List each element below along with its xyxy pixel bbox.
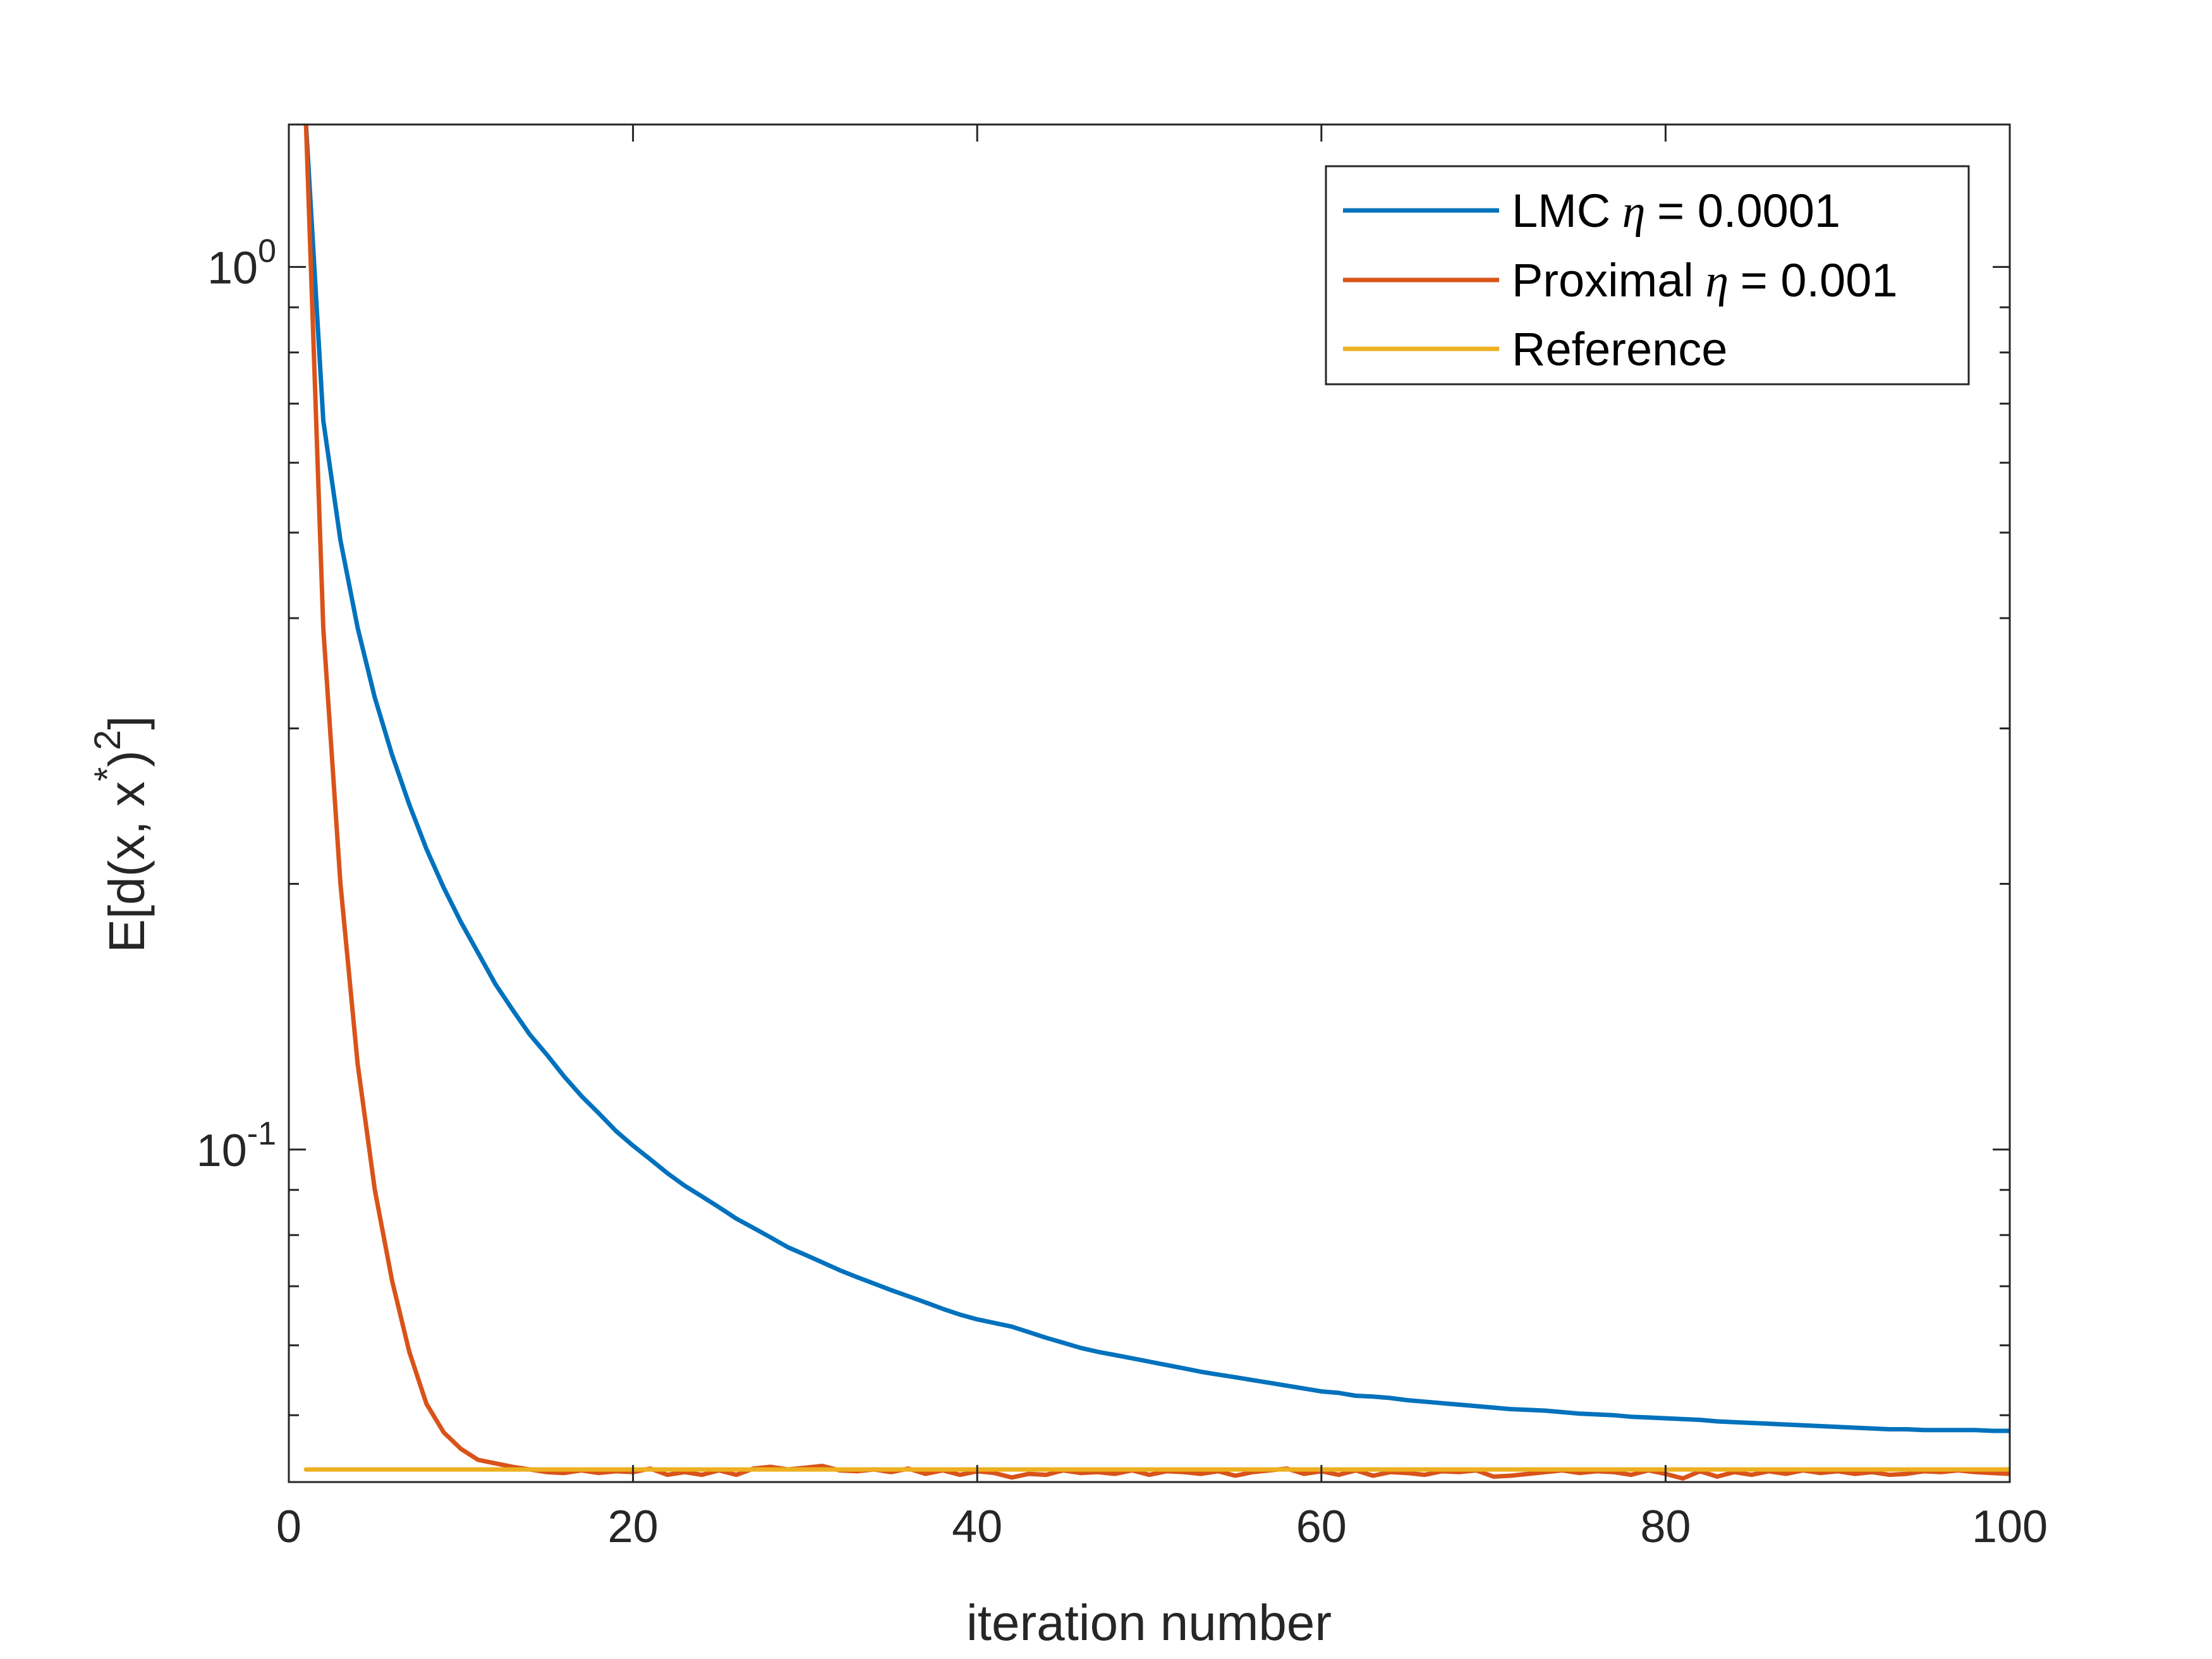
x-tick-label: 40 xyxy=(952,1502,1002,1552)
legend-label-eta: η xyxy=(1610,186,1657,238)
y-axis-label-end: ] xyxy=(99,716,155,730)
x-tick-label: 20 xyxy=(608,1502,659,1552)
y-axis-label-main: E[d(x, x xyxy=(99,781,155,952)
axes-layer xyxy=(288,123,2011,1483)
y-tick-exponent: -1 xyxy=(247,1115,276,1152)
series-line-1 xyxy=(303,125,2010,1433)
y-tick-base: 10 xyxy=(207,243,258,293)
x-tick-label: 0 xyxy=(276,1502,301,1552)
y-axis-label: E[d(x, x*)2] xyxy=(87,716,155,953)
plot-box xyxy=(288,123,2011,1483)
x-axis-label: iteration number xyxy=(966,1595,1332,1651)
y-axis-label-star: * xyxy=(87,767,128,782)
labels-layer: iteration number E[d(x, x*)2] xyxy=(87,716,1332,1651)
legend-label-suffix: = 0.001 xyxy=(1741,254,1898,307)
legend-label-suffix: = 0.0001 xyxy=(1657,185,1840,237)
x-tick-label: 60 xyxy=(1296,1502,1347,1552)
y-tick-exponent: 0 xyxy=(258,233,276,269)
series-layer xyxy=(303,125,2010,1481)
x-tick-label: 100 xyxy=(1972,1502,2048,1552)
y-axis-label-square: 2 xyxy=(87,730,128,750)
legend-label-prefix: Proximal xyxy=(1512,254,1694,307)
y-tick-label: 10-1 xyxy=(197,1115,276,1176)
y-axis-label-close: ) xyxy=(99,750,155,767)
legend-label-3: Reference xyxy=(1512,323,1727,375)
legend-label-eta: η xyxy=(1694,255,1741,307)
x-tick-label: 80 xyxy=(1640,1502,1691,1552)
y-tick-label: 100 xyxy=(207,233,276,293)
y-tick-base: 10 xyxy=(197,1126,247,1176)
legend: LMC η = 0.0001 Proximal η = 0.001 Referenc… xyxy=(1325,165,1970,386)
legend-label-1: LMC η = 0.0001 xyxy=(1512,185,1840,238)
legend-label-prefix: LMC xyxy=(1512,185,1610,237)
legend-label-2: Proximal η = 0.001 xyxy=(1512,254,1898,307)
legend-label-prefix: Reference xyxy=(1512,323,1727,375)
